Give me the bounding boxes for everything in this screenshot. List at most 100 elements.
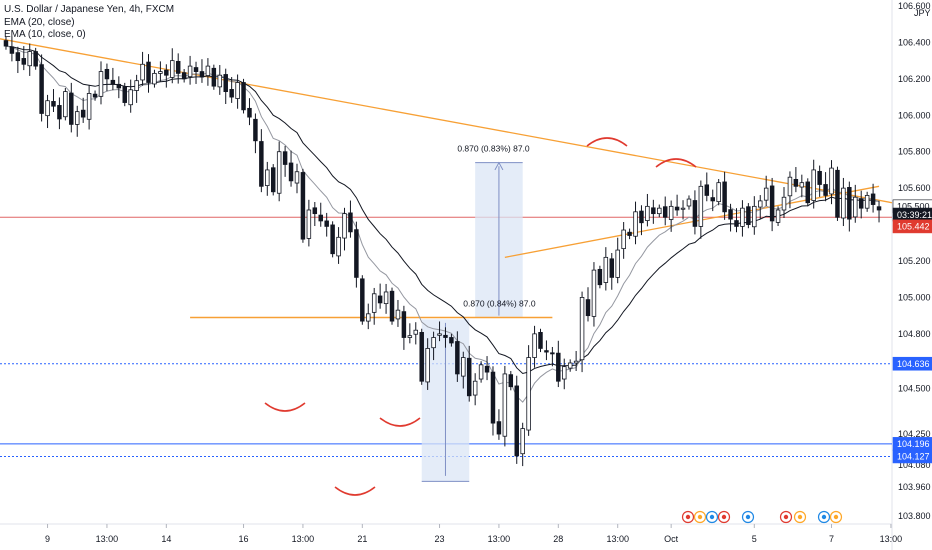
candle xyxy=(484,356,490,381)
event-flag-icon[interactable] xyxy=(705,510,719,524)
candle xyxy=(799,174,805,198)
candle xyxy=(775,206,781,227)
candle xyxy=(27,43,32,76)
event-flag-icon[interactable] xyxy=(693,510,707,524)
candle xyxy=(199,59,205,83)
price-axis-label: 105.442 xyxy=(892,219,932,234)
event-flag-icon[interactable] xyxy=(779,510,793,524)
candle xyxy=(312,201,318,227)
candle xyxy=(104,63,110,92)
candle xyxy=(627,228,632,240)
candle xyxy=(122,82,127,107)
chart-legend: U.S. Dollar / Japanese Yen, 4h, FXCM EMA… xyxy=(4,4,174,42)
candle xyxy=(657,204,662,218)
event-flag-icon[interactable] xyxy=(793,510,807,524)
event-flag-icon[interactable] xyxy=(741,510,755,524)
candle xyxy=(645,193,650,227)
candle xyxy=(538,328,543,353)
candle xyxy=(134,74,139,103)
candle xyxy=(823,172,828,202)
candle xyxy=(621,222,626,259)
candle xyxy=(704,172,710,202)
svg-text:104.636: 104.636 xyxy=(897,359,930,369)
hs-right-shoulder xyxy=(379,417,421,427)
candle xyxy=(419,328,424,385)
candle xyxy=(259,129,264,193)
event-flag-icon[interactable] xyxy=(829,510,843,524)
candle xyxy=(728,203,733,232)
ascending-trendline xyxy=(504,185,880,258)
candle xyxy=(336,227,341,264)
svg-text:104.196: 104.196 xyxy=(897,439,930,449)
candle xyxy=(21,46,27,71)
candle xyxy=(455,331,460,382)
svg-text:104.127: 104.127 xyxy=(897,452,930,462)
price-axis-label: 104.127 xyxy=(892,449,932,464)
candle xyxy=(781,187,787,219)
candle xyxy=(490,366,496,436)
x-tick-label: 7 xyxy=(829,534,834,544)
candle xyxy=(377,283,383,309)
candle xyxy=(674,194,680,216)
hs-head xyxy=(334,486,376,496)
y-tick-label: 104.800 xyxy=(898,329,931,339)
y-tick-label: 105.200 xyxy=(898,256,931,266)
candle xyxy=(80,97,86,123)
x-tick-label: 13:00 xyxy=(606,534,629,544)
candle xyxy=(395,299,401,327)
candle xyxy=(692,190,698,235)
candle xyxy=(3,36,9,50)
candle xyxy=(371,287,377,325)
candle xyxy=(472,373,478,406)
candle xyxy=(502,365,508,447)
candle xyxy=(128,79,133,113)
event-flag-icon[interactable] xyxy=(717,510,731,524)
y-tick-label: 104.080 xyxy=(898,460,931,470)
ema10-legend[interactable]: EMA (10, close, 0) xyxy=(4,29,86,40)
candle xyxy=(841,177,846,227)
candle xyxy=(389,287,395,325)
candle xyxy=(413,322,419,345)
x-tick-label: 13:00 xyxy=(880,534,903,544)
candle xyxy=(680,200,686,220)
candle xyxy=(817,165,822,197)
candle xyxy=(300,168,306,243)
candle xyxy=(211,64,217,90)
y-tick-label: 103.960 xyxy=(898,482,931,492)
hs-top-left xyxy=(586,137,628,147)
candle xyxy=(193,61,199,84)
candle xyxy=(805,178,811,207)
event-flag-icon[interactable] xyxy=(817,510,831,524)
candle xyxy=(829,160,834,205)
x-tick-label: 14 xyxy=(161,534,171,544)
candle xyxy=(294,163,300,194)
symbol-title[interactable]: U.S. Dollar / Japanese Yen, 4h, FXCM xyxy=(4,4,175,15)
candle xyxy=(769,177,775,232)
svg-text:03:39:21: 03:39:21 xyxy=(897,210,932,220)
candle xyxy=(508,371,514,391)
descending-trendline xyxy=(0,38,893,204)
candle xyxy=(686,195,692,210)
x-tick-label: 21 xyxy=(357,534,367,544)
candle xyxy=(550,346,555,367)
hs-left-shoulder xyxy=(264,402,306,412)
candle xyxy=(45,94,50,129)
candle xyxy=(330,221,335,258)
svg-text:105.442: 105.442 xyxy=(897,222,930,232)
ema20-legend[interactable]: EMA (20, close) xyxy=(4,16,75,28)
candle xyxy=(437,321,442,342)
candle xyxy=(858,190,864,219)
candle xyxy=(734,208,739,233)
x-tick-label: 13:00 xyxy=(96,534,119,544)
candle xyxy=(514,375,519,464)
candle xyxy=(276,141,282,202)
event-flag-icon[interactable] xyxy=(681,510,695,524)
candle xyxy=(603,247,609,291)
candle xyxy=(698,180,704,239)
candle xyxy=(526,345,531,436)
candle xyxy=(585,287,591,322)
measure-label-lower: 0.870 (0.84%) 87.0 xyxy=(463,299,536,309)
x-tick-label: 13:00 xyxy=(488,534,511,544)
candle xyxy=(478,361,484,383)
